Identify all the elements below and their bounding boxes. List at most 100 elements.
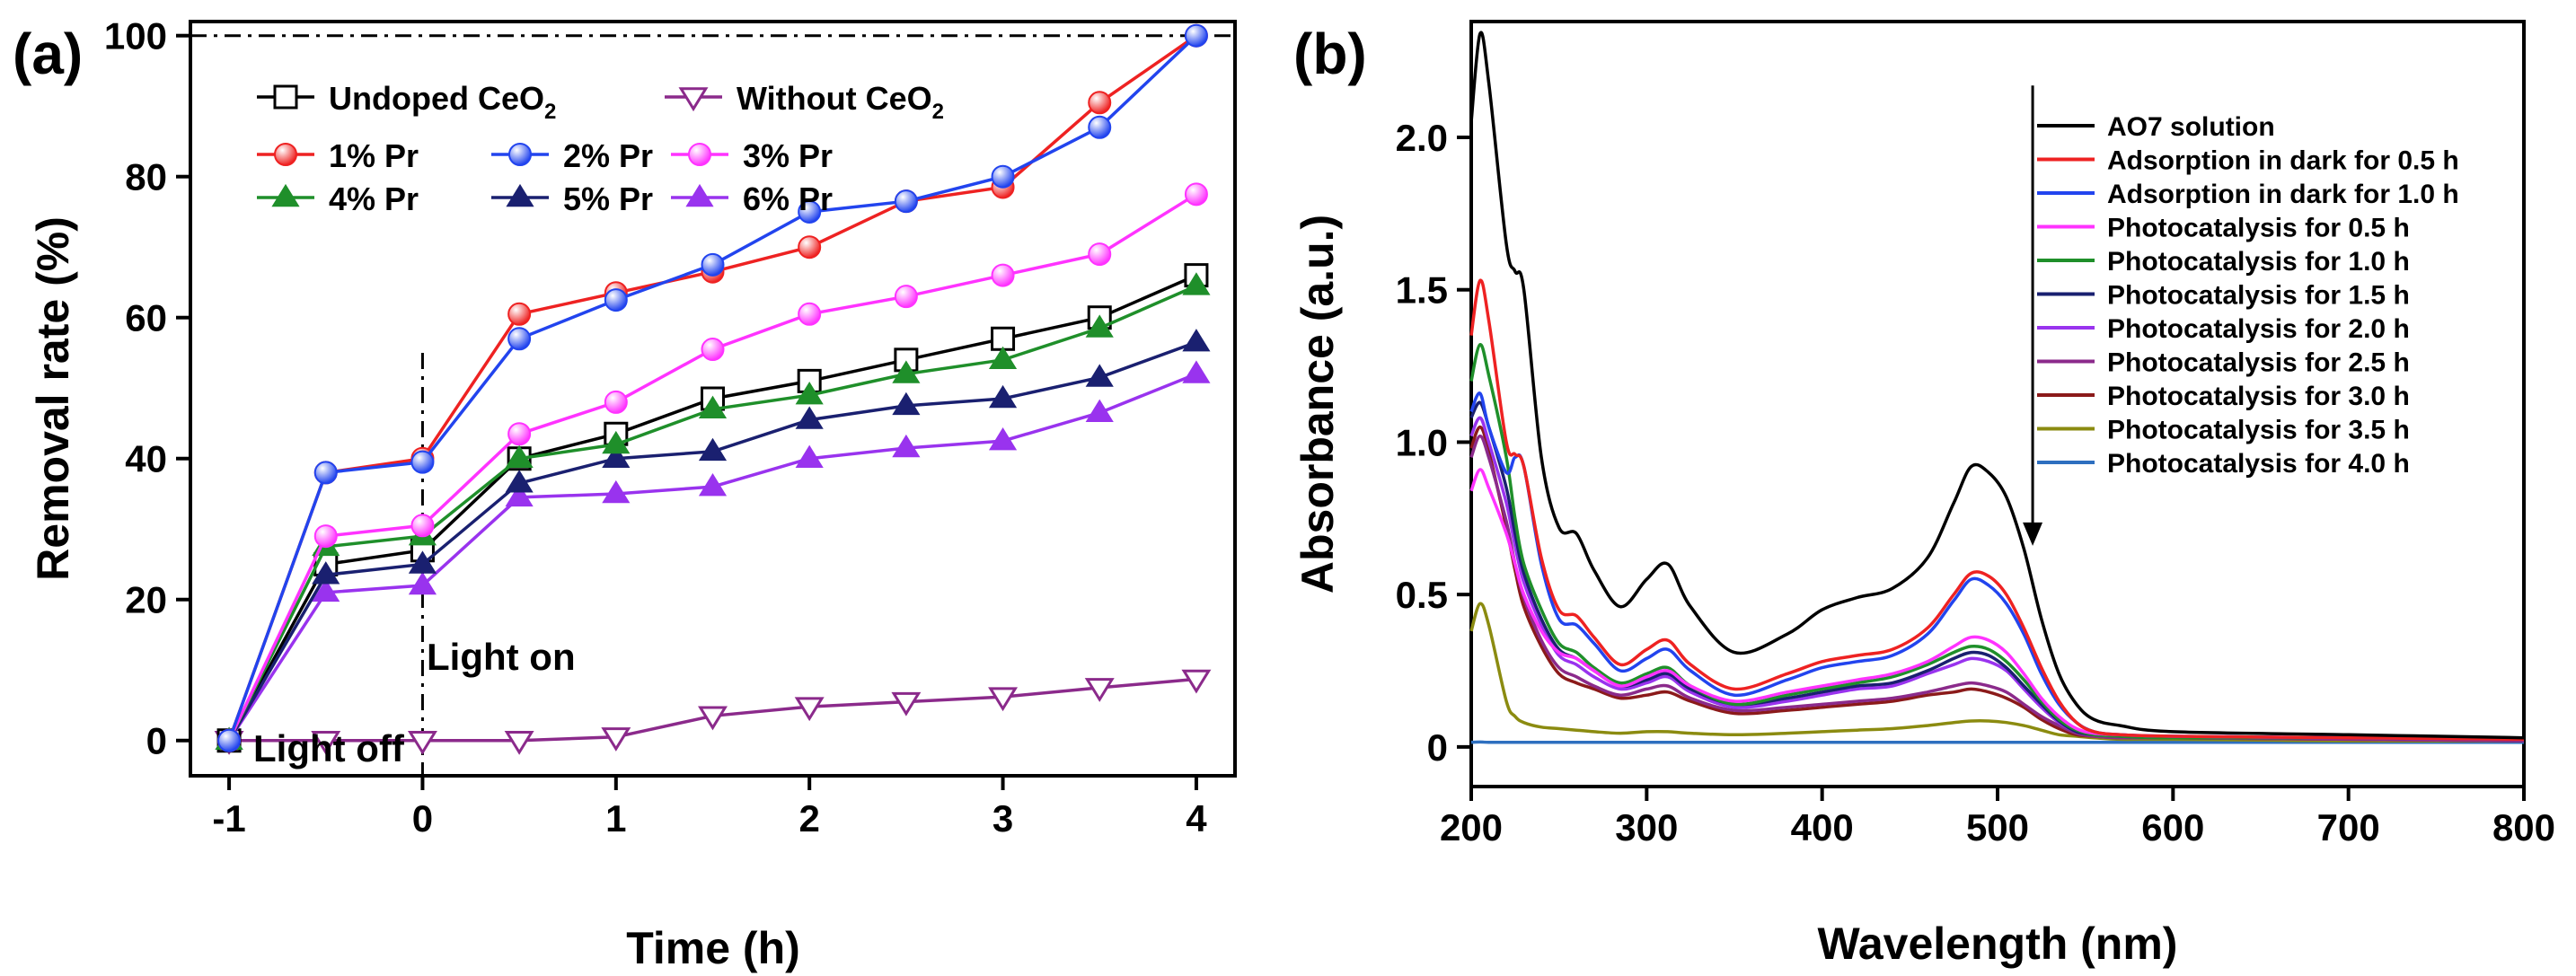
panel-a-data-point-without-ceo2 bbox=[504, 731, 534, 755]
panel-a-x-tick-label: 2 bbox=[799, 797, 820, 840]
panel-a-data-point-2-pr bbox=[313, 461, 338, 485]
panel-a-data-point-without-ceo2 bbox=[1084, 678, 1115, 702]
panel-a-data-point-3-pr bbox=[410, 514, 435, 538]
panel-a-x-tick-label: 3 bbox=[992, 797, 1013, 840]
panel-b-spectrum-photocatalysis-for-0-5-h bbox=[1469, 468, 2525, 742]
panel-b-legend-label: Photocatalysis for 3.5 h bbox=[2107, 416, 2410, 445]
panel-b-x-tick-label: 800 bbox=[2492, 806, 2555, 849]
panel-b-legend-label: Photocatalysis for 0.5 h bbox=[2107, 214, 2410, 243]
panel-a-data-point-5-pr bbox=[602, 444, 631, 468]
panel-a-plot-frame bbox=[189, 20, 1237, 778]
panel-a-x-tick-label: 0 bbox=[412, 797, 433, 840]
panel-a-y-tick-label: 40 bbox=[125, 438, 167, 480]
panel-a-light-off-annotation: Light off bbox=[253, 727, 405, 769]
panel-a-data-point-without-ceo2 bbox=[794, 697, 825, 722]
panel-a-legend-marker bbox=[506, 183, 534, 207]
panel-a-data-point-3-pr bbox=[604, 390, 628, 414]
panel-b-y-tick-label: 2.0 bbox=[1396, 117, 1448, 159]
panel-a-legend-label: Undoped CeO2 bbox=[329, 80, 556, 124]
panel-a-data-point-5-pr bbox=[892, 391, 921, 416]
panel-a-data-point-5-pr bbox=[408, 550, 437, 574]
panel-a-data-point-3-pr bbox=[798, 302, 822, 326]
panel-a-data-point-6-pr bbox=[1085, 399, 1114, 422]
panel-a-data-point-6-pr bbox=[1182, 360, 1211, 383]
panel-b-legend-label: Photocatalysis for 1.5 h bbox=[2107, 281, 2410, 311]
panel-b-legend-label: Photocatalysis for 2.0 h bbox=[2107, 314, 2410, 344]
panel-a-legend: Undoped CeO2 Without CeO2 1% Pr 2% Pr 3% Pr… bbox=[257, 80, 944, 217]
panel-a-data-point-6-pr bbox=[892, 434, 921, 458]
panel-a-data-point-4-pr bbox=[988, 346, 1018, 370]
panel-a-data-point-2-pr bbox=[507, 327, 532, 351]
panel-a-series-undoped-ceo2 bbox=[216, 263, 1209, 753]
panel-a-data-point-5-pr bbox=[795, 406, 824, 429]
panel-a-data-point-2-pr bbox=[1184, 23, 1208, 48]
panel-a-plot-area bbox=[190, 23, 1235, 776]
panel-a-legend-label: 6% Pr bbox=[743, 180, 833, 217]
panel-a-y-tick-label: 0 bbox=[146, 720, 167, 762]
panel-a-legend-marker bbox=[685, 183, 714, 207]
panel-b-legend-label: Photocatalysis for 4.0 h bbox=[2107, 449, 2410, 479]
panel-a-legend-label: 3% Pr bbox=[743, 137, 833, 174]
panel-a-data-point-2-pr bbox=[991, 164, 1015, 189]
panel-b-legend-label: AO7 solution bbox=[2107, 112, 2275, 142]
panel-a-data-point-without-ceo2 bbox=[891, 691, 922, 717]
panel-a-data-point-2-pr bbox=[604, 288, 628, 312]
panel-a-legend-label: 4% Pr bbox=[329, 180, 419, 217]
panel-a-y-tick-label: 100 bbox=[104, 15, 167, 57]
panel-a-data-point-without-ceo2 bbox=[1181, 669, 1212, 694]
panel-b-y-tick-label: 0.5 bbox=[1396, 574, 1448, 616]
panel-b-x-axis-title: Wavelength (nm) bbox=[1818, 919, 2178, 969]
panel-a-data-point-without-ceo2 bbox=[311, 731, 341, 755]
panel-b: (b) 200 300 400 500 600 700 800 0 0.5 1.0 1.5 2.0 W… bbox=[1292, 20, 2555, 969]
panel-a-series-5-pr bbox=[215, 329, 1211, 750]
panel-a-data-point-2-pr bbox=[894, 189, 918, 214]
panel-a-data-point-6-pr bbox=[312, 578, 340, 602]
panel-a-data-point-6-pr bbox=[505, 483, 534, 507]
panel-a-legend-label: 1% Pr bbox=[329, 137, 419, 174]
panel-a-data-point-4-pr bbox=[795, 381, 824, 405]
panel-a-label: (a) bbox=[13, 22, 83, 86]
panel-a-data-point-3-pr bbox=[991, 263, 1015, 287]
panel-a-data-point-3-pr bbox=[701, 338, 725, 362]
panel-a-data-point-1-pr bbox=[798, 235, 822, 259]
panel-a-data-point-without-ceo2 bbox=[988, 687, 1019, 712]
panel-a-data-point-1-pr bbox=[1088, 91, 1112, 115]
panel-b-legend-label: Adsorption in dark for 0.5 h bbox=[2107, 146, 2459, 176]
panel-b-x-tick-label: 600 bbox=[2141, 806, 2204, 849]
panel-a-data-point-5-pr bbox=[1182, 329, 1211, 352]
panel-a-legend-marker bbox=[688, 143, 711, 166]
panel-b-legend-label: Photocatalysis for 3.0 h bbox=[2107, 382, 2410, 411]
panel-a-data-point-3-pr bbox=[1184, 182, 1208, 207]
panel-a-legend-label: Without CeO2 bbox=[737, 80, 944, 124]
panel-a-data-point-undoped-ceo2 bbox=[991, 326, 1016, 351]
panel-a-legend-marker bbox=[508, 143, 532, 166]
panel-b-x-tick-label: 700 bbox=[2317, 806, 2380, 849]
panel-a-data-point-3-pr bbox=[894, 285, 918, 309]
panel-a-x-axis-title: Time (h) bbox=[626, 923, 800, 973]
panel-b-label: (b) bbox=[1293, 22, 1367, 86]
panel-b-x-tick-label: 500 bbox=[1966, 806, 2029, 849]
panel-a-data-point-5-pr bbox=[988, 384, 1018, 409]
panel-a-legend-marker bbox=[274, 143, 297, 166]
panel-a-data-point-2-pr bbox=[1088, 115, 1112, 139]
panel-a-data-point-4-pr bbox=[1182, 272, 1211, 295]
panel-b-spectrum-photocatalysis-for-3-5-h bbox=[1469, 602, 2525, 743]
panel-a-y-tick-label: 20 bbox=[125, 579, 167, 621]
panel-b-legend-label: Adsorption in dark for 1.0 h bbox=[2107, 180, 2459, 209]
panel-a-light-on-annotation: Light on bbox=[427, 636, 576, 678]
panel-b-spectrum-adsorption-in-dark-for-0-5-h bbox=[1469, 278, 2525, 742]
panel-a-y-tick-label: 60 bbox=[125, 297, 167, 339]
panel-a-data-point-2-pr bbox=[798, 199, 822, 224]
panel-a-data-point-5-pr bbox=[312, 561, 340, 585]
panel-a-data-point-6-pr bbox=[408, 571, 437, 595]
panel-a-legend-label-subscript: 2 bbox=[932, 100, 944, 124]
panel-a-x-tick-label: -1 bbox=[212, 797, 245, 840]
panel-b-decrease-arrow-head bbox=[2023, 522, 2043, 546]
panel-a-x-tick-label: 4 bbox=[1186, 797, 1207, 840]
panel-a-y-tick-label: 80 bbox=[125, 156, 167, 198]
panel-b-spectrum-ao7-solution bbox=[1469, 31, 2525, 740]
panel-a-data-point-5-pr bbox=[505, 470, 534, 493]
panel-a-data-point-6-pr bbox=[602, 479, 631, 504]
panel-a-data-point-without-ceo2 bbox=[407, 731, 437, 755]
